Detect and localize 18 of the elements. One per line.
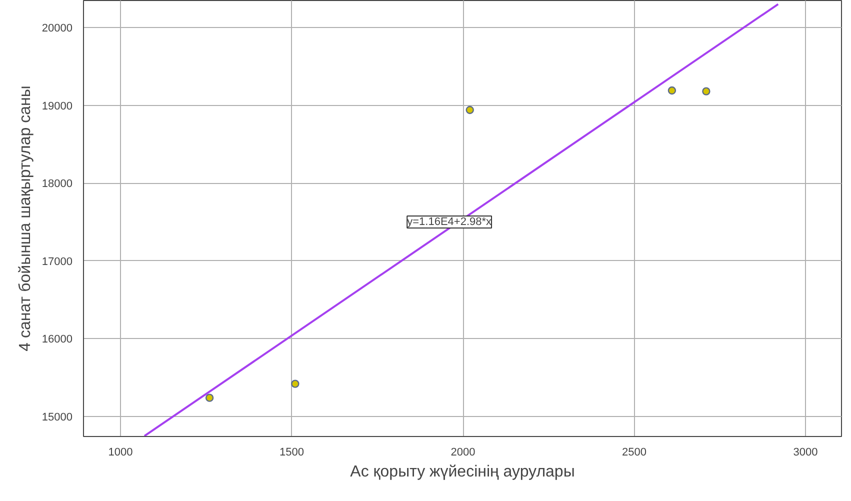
y-tick-label: 19000 (42, 100, 73, 112)
y-tick-label: 20000 (42, 22, 73, 34)
y-tick-label: 15000 (42, 412, 73, 424)
point (466, 106, 474, 114)
x-tick-label: 3000 (793, 446, 818, 458)
point (205, 394, 214, 402)
y-axis-title: 4 санат бойынша шақыртулар саны (16, 86, 34, 352)
point (668, 86, 676, 95)
x-tick-label: 1500 (280, 446, 304, 458)
y-tick-label: 18000 (42, 178, 73, 190)
x-tick-label: 1000 (108, 446, 133, 458)
point (291, 380, 300, 388)
y-tick-label: 17000 (42, 256, 73, 268)
y-tick-label: 16000 (42, 334, 73, 346)
x-tick-label: 2500 (622, 446, 647, 458)
point (702, 87, 710, 96)
x-tick-label: 2000 (450, 446, 476, 458)
x-axis-title: Ас қорыту жүйесінің аурулары (350, 464, 575, 480)
